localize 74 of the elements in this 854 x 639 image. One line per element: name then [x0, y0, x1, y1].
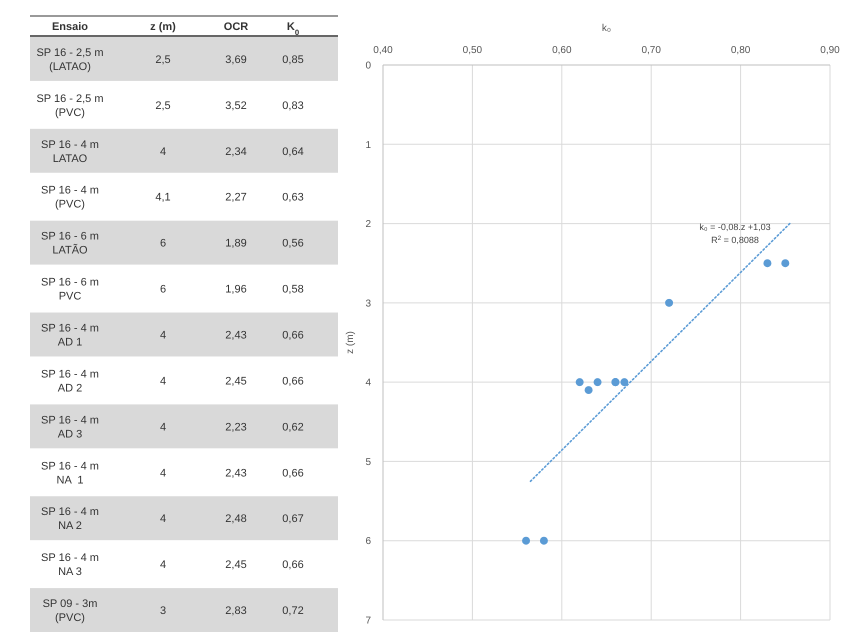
- category-label: SP 16 - 4 m NA 3: [41, 552, 99, 578]
- data-label: 0,58: [282, 284, 304, 296]
- y-tick-label: 3: [365, 298, 372, 310]
- category-label: SP 16 - 4 m AD 2: [41, 368, 99, 394]
- data-label: 4,1: [155, 192, 171, 204]
- annotation: k₀ = -0,08.z +1,03: [699, 222, 771, 232]
- x-tick-label: 0,60: [552, 45, 572, 56]
- data-label: 6: [160, 284, 166, 296]
- category-label: SP 16 - 4 m AD 3: [41, 414, 99, 440]
- data-label: 3,52: [225, 100, 247, 112]
- category-label: SP 16 - 4 m LATAO: [41, 138, 99, 165]
- data-label: 4: [160, 330, 166, 342]
- y-tick-label: 4: [365, 378, 372, 389]
- data-label: 0,66: [282, 330, 304, 342]
- data-label: 3: [160, 605, 166, 618]
- y-tick-label: 7: [365, 616, 372, 626]
- y-tick-label: 2: [365, 219, 372, 230]
- category-label: SP 09 - 3m (PVC): [42, 598, 98, 624]
- data-label: 2,23: [225, 421, 247, 434]
- data-label: 0,62: [282, 421, 304, 434]
- category-label: SP 16 - 6 m LATÃO: [41, 230, 99, 257]
- data-label: 4: [160, 146, 166, 158]
- text: OCR: [224, 21, 248, 33]
- data-label: 2,27: [225, 192, 247, 204]
- data-label: 0,83: [282, 100, 304, 112]
- y-axis-title: z (m): [345, 331, 356, 354]
- category-label: SP 16 - 4 m AD 1: [41, 322, 99, 348]
- data-label: 2,48: [225, 513, 247, 526]
- x-tick-label: 0,40: [373, 45, 394, 56]
- data-label: 0,66: [282, 467, 304, 480]
- data-label: 4: [160, 559, 166, 572]
- x-axis-title: k₀: [602, 23, 612, 34]
- category-label: SP 16 - 4 m NA 2: [41, 506, 99, 532]
- data-label: 0,64: [282, 146, 304, 158]
- data-label: 1,89: [225, 238, 247, 250]
- series-label: z (m): [150, 21, 176, 33]
- category-label: SP 16 - 4 m (PVC): [41, 184, 99, 211]
- data-label: 0,66: [282, 559, 304, 572]
- category-label: SP 16 - 4 m NA 1: [41, 460, 99, 486]
- x-tick-label: 0,80: [730, 45, 751, 56]
- data-label: 2,43: [225, 467, 247, 480]
- annotation: R$^{2}$ = 0,8088: [711, 234, 759, 245]
- data-label: 2,43: [225, 330, 247, 342]
- data-label: 4: [160, 467, 166, 480]
- text: K$_{0}$: [286, 21, 300, 36]
- category-label: SP 16 - 2,5 m (LATAO): [36, 46, 104, 73]
- data-label: 0,72: [282, 605, 304, 618]
- y-tick-label: 0: [365, 60, 372, 72]
- y-tick-label: 1: [365, 140, 372, 151]
- data-label: 4: [160, 421, 166, 434]
- data-label: 0,85: [282, 54, 304, 66]
- data-label: 0,66: [282, 375, 304, 388]
- data-label: 2,83: [225, 605, 247, 618]
- data-label: 6: [160, 238, 166, 250]
- data-label: 0,63: [282, 192, 304, 204]
- data-label: 0,67: [282, 513, 304, 526]
- data-label: 2,5: [155, 100, 171, 112]
- y-tick-label: 6: [365, 536, 372, 548]
- text: Ensaio: [52, 21, 88, 33]
- data-label: 2,34: [225, 146, 247, 158]
- category-label: SP 16 - 6 m PVC: [41, 276, 99, 303]
- category-label: SP 16 - 2,5 m (PVC): [36, 92, 104, 119]
- x-tick-label: 0,70: [641, 45, 662, 56]
- y-tick-label: 5: [365, 456, 372, 468]
- data-label: 2,45: [225, 375, 247, 388]
- data-label: 4: [160, 513, 166, 526]
- data-label: 3,69: [225, 54, 247, 66]
- data-label: 1,96: [225, 284, 247, 296]
- data-label: 0,56: [282, 238, 304, 250]
- data-label: 4: [160, 375, 166, 388]
- data-label: 2,45: [225, 559, 247, 572]
- data-label: 2,5: [155, 54, 171, 66]
- x-tick-label: 0,90: [820, 45, 840, 56]
- x-tick-label: 0,50: [462, 45, 483, 56]
